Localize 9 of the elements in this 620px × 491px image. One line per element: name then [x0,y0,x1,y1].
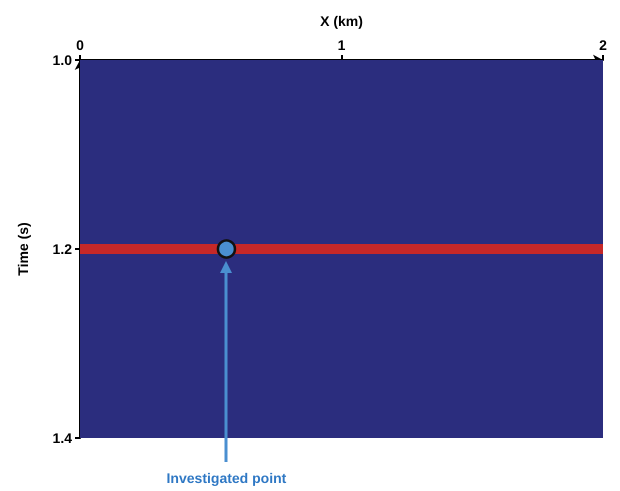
y-tick-label: 1.2 [52,241,72,257]
x-axis-title: X (km) [320,13,363,29]
y-tick-label: 1.0 [52,52,72,68]
y-axis-title: Time (s) [15,222,31,276]
text: Investigated point [166,470,286,486]
x-tick-label: 2 [599,37,608,53]
x-tick-label: 0 [76,37,84,53]
y-tick-label: 1.4 [52,430,72,446]
x-tick-label: 1 [338,37,346,53]
